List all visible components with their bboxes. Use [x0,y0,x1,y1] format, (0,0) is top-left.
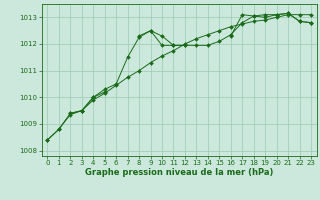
X-axis label: Graphe pression niveau de la mer (hPa): Graphe pression niveau de la mer (hPa) [85,168,273,177]
